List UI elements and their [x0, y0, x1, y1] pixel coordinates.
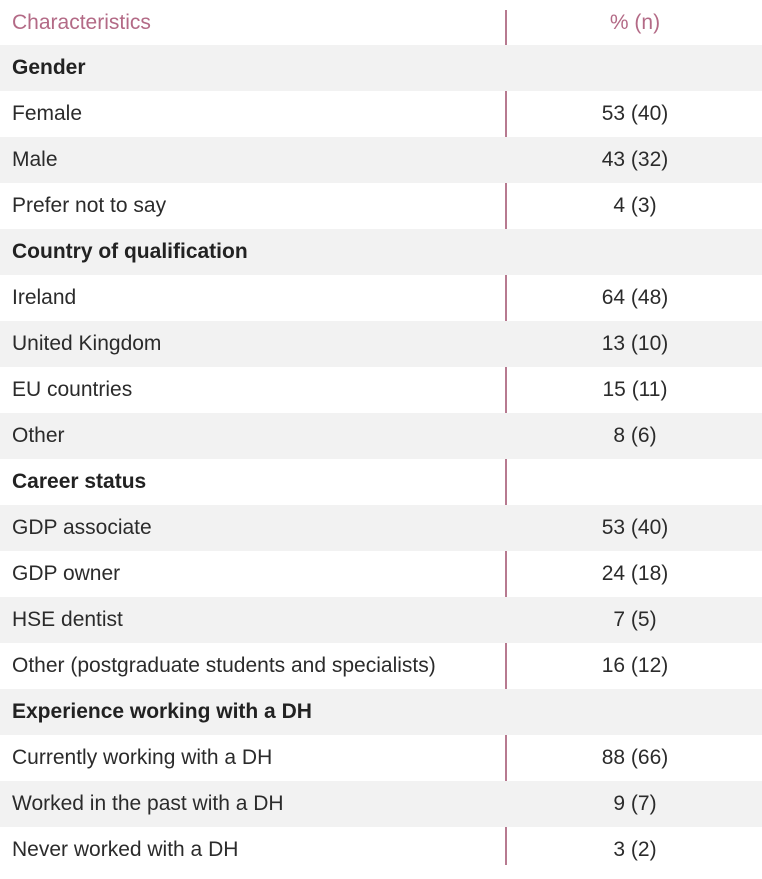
- row-label: Male: [12, 148, 58, 171]
- row-label: Female: [12, 102, 83, 125]
- table-row: Male 43 (32): [0, 137, 762, 183]
- row-label: HSE dentist: [12, 608, 123, 631]
- row-value: 16 (12): [601, 654, 669, 677]
- header-characteristics: Characteristics: [12, 10, 151, 34]
- table-row: Currently working with a DH 88 (66): [0, 735, 762, 781]
- row-value: 43 (32): [601, 148, 669, 171]
- row-value: 15 (11): [602, 378, 668, 401]
- row-value: 7 (5): [613, 608, 657, 631]
- table-row: United Kingdom 13 (10): [0, 321, 762, 367]
- table-row: Other 8 (6): [0, 413, 762, 459]
- section-label: Career status: [12, 470, 147, 493]
- table-row: Career status: [0, 459, 762, 505]
- row-label: United Kingdom: [12, 332, 162, 355]
- row-label: Currently working with a DH: [12, 746, 273, 769]
- row-value: 4 (3): [613, 194, 657, 217]
- row-label: Other: [12, 424, 65, 447]
- row-label: GDP owner: [12, 562, 121, 585]
- row-label: GDP associate: [12, 516, 152, 539]
- row-value: 88 (66): [601, 746, 669, 769]
- table-row: Worked in the past with a DH 9 (7): [0, 781, 762, 827]
- row-label: Prefer not to say: [12, 194, 167, 217]
- table-row: Prefer not to say 4 (3): [0, 183, 762, 229]
- table-row: Never worked with a DH 3 (2): [0, 827, 762, 873]
- row-value: 24 (18): [601, 562, 669, 585]
- section-label: Country of qualification: [12, 240, 248, 263]
- row-label: Never worked with a DH: [12, 838, 239, 861]
- row-value: 64 (48): [601, 286, 669, 309]
- row-value: 8 (6): [613, 424, 657, 447]
- table-header: Characteristics % (n): [0, 0, 762, 45]
- row-label: Worked in the past with a DH: [12, 792, 284, 815]
- row-label: EU countries: [12, 378, 133, 401]
- row-value: 53 (40): [601, 516, 669, 539]
- table-row: EU countries 15 (11): [0, 367, 762, 413]
- section-label: Gender: [12, 56, 86, 79]
- table-row: Ireland 64 (48): [0, 275, 762, 321]
- row-value: 13 (10): [601, 332, 669, 355]
- section-label: Experience working with a DH: [12, 700, 312, 723]
- table-row: GDP owner 24 (18): [0, 551, 762, 597]
- table-row: Other (postgraduate students and special…: [0, 643, 762, 689]
- table-row: Female 53 (40): [0, 91, 762, 137]
- row-value: 53 (40): [601, 102, 669, 125]
- table-row: Experience working with a DH: [0, 689, 762, 735]
- table-row: Country of qualification: [0, 229, 762, 275]
- table-row: HSE dentist 7 (5): [0, 597, 762, 643]
- header-percent-n: % (n): [609, 10, 661, 34]
- table-row: GDP associate 53 (40): [0, 505, 762, 551]
- row-label: Other (postgraduate students and special…: [12, 654, 436, 677]
- row-value: 3 (2): [613, 838, 657, 861]
- row-label: Ireland: [12, 286, 77, 309]
- table-row: Gender: [0, 45, 762, 91]
- row-value: 9 (7): [613, 792, 657, 815]
